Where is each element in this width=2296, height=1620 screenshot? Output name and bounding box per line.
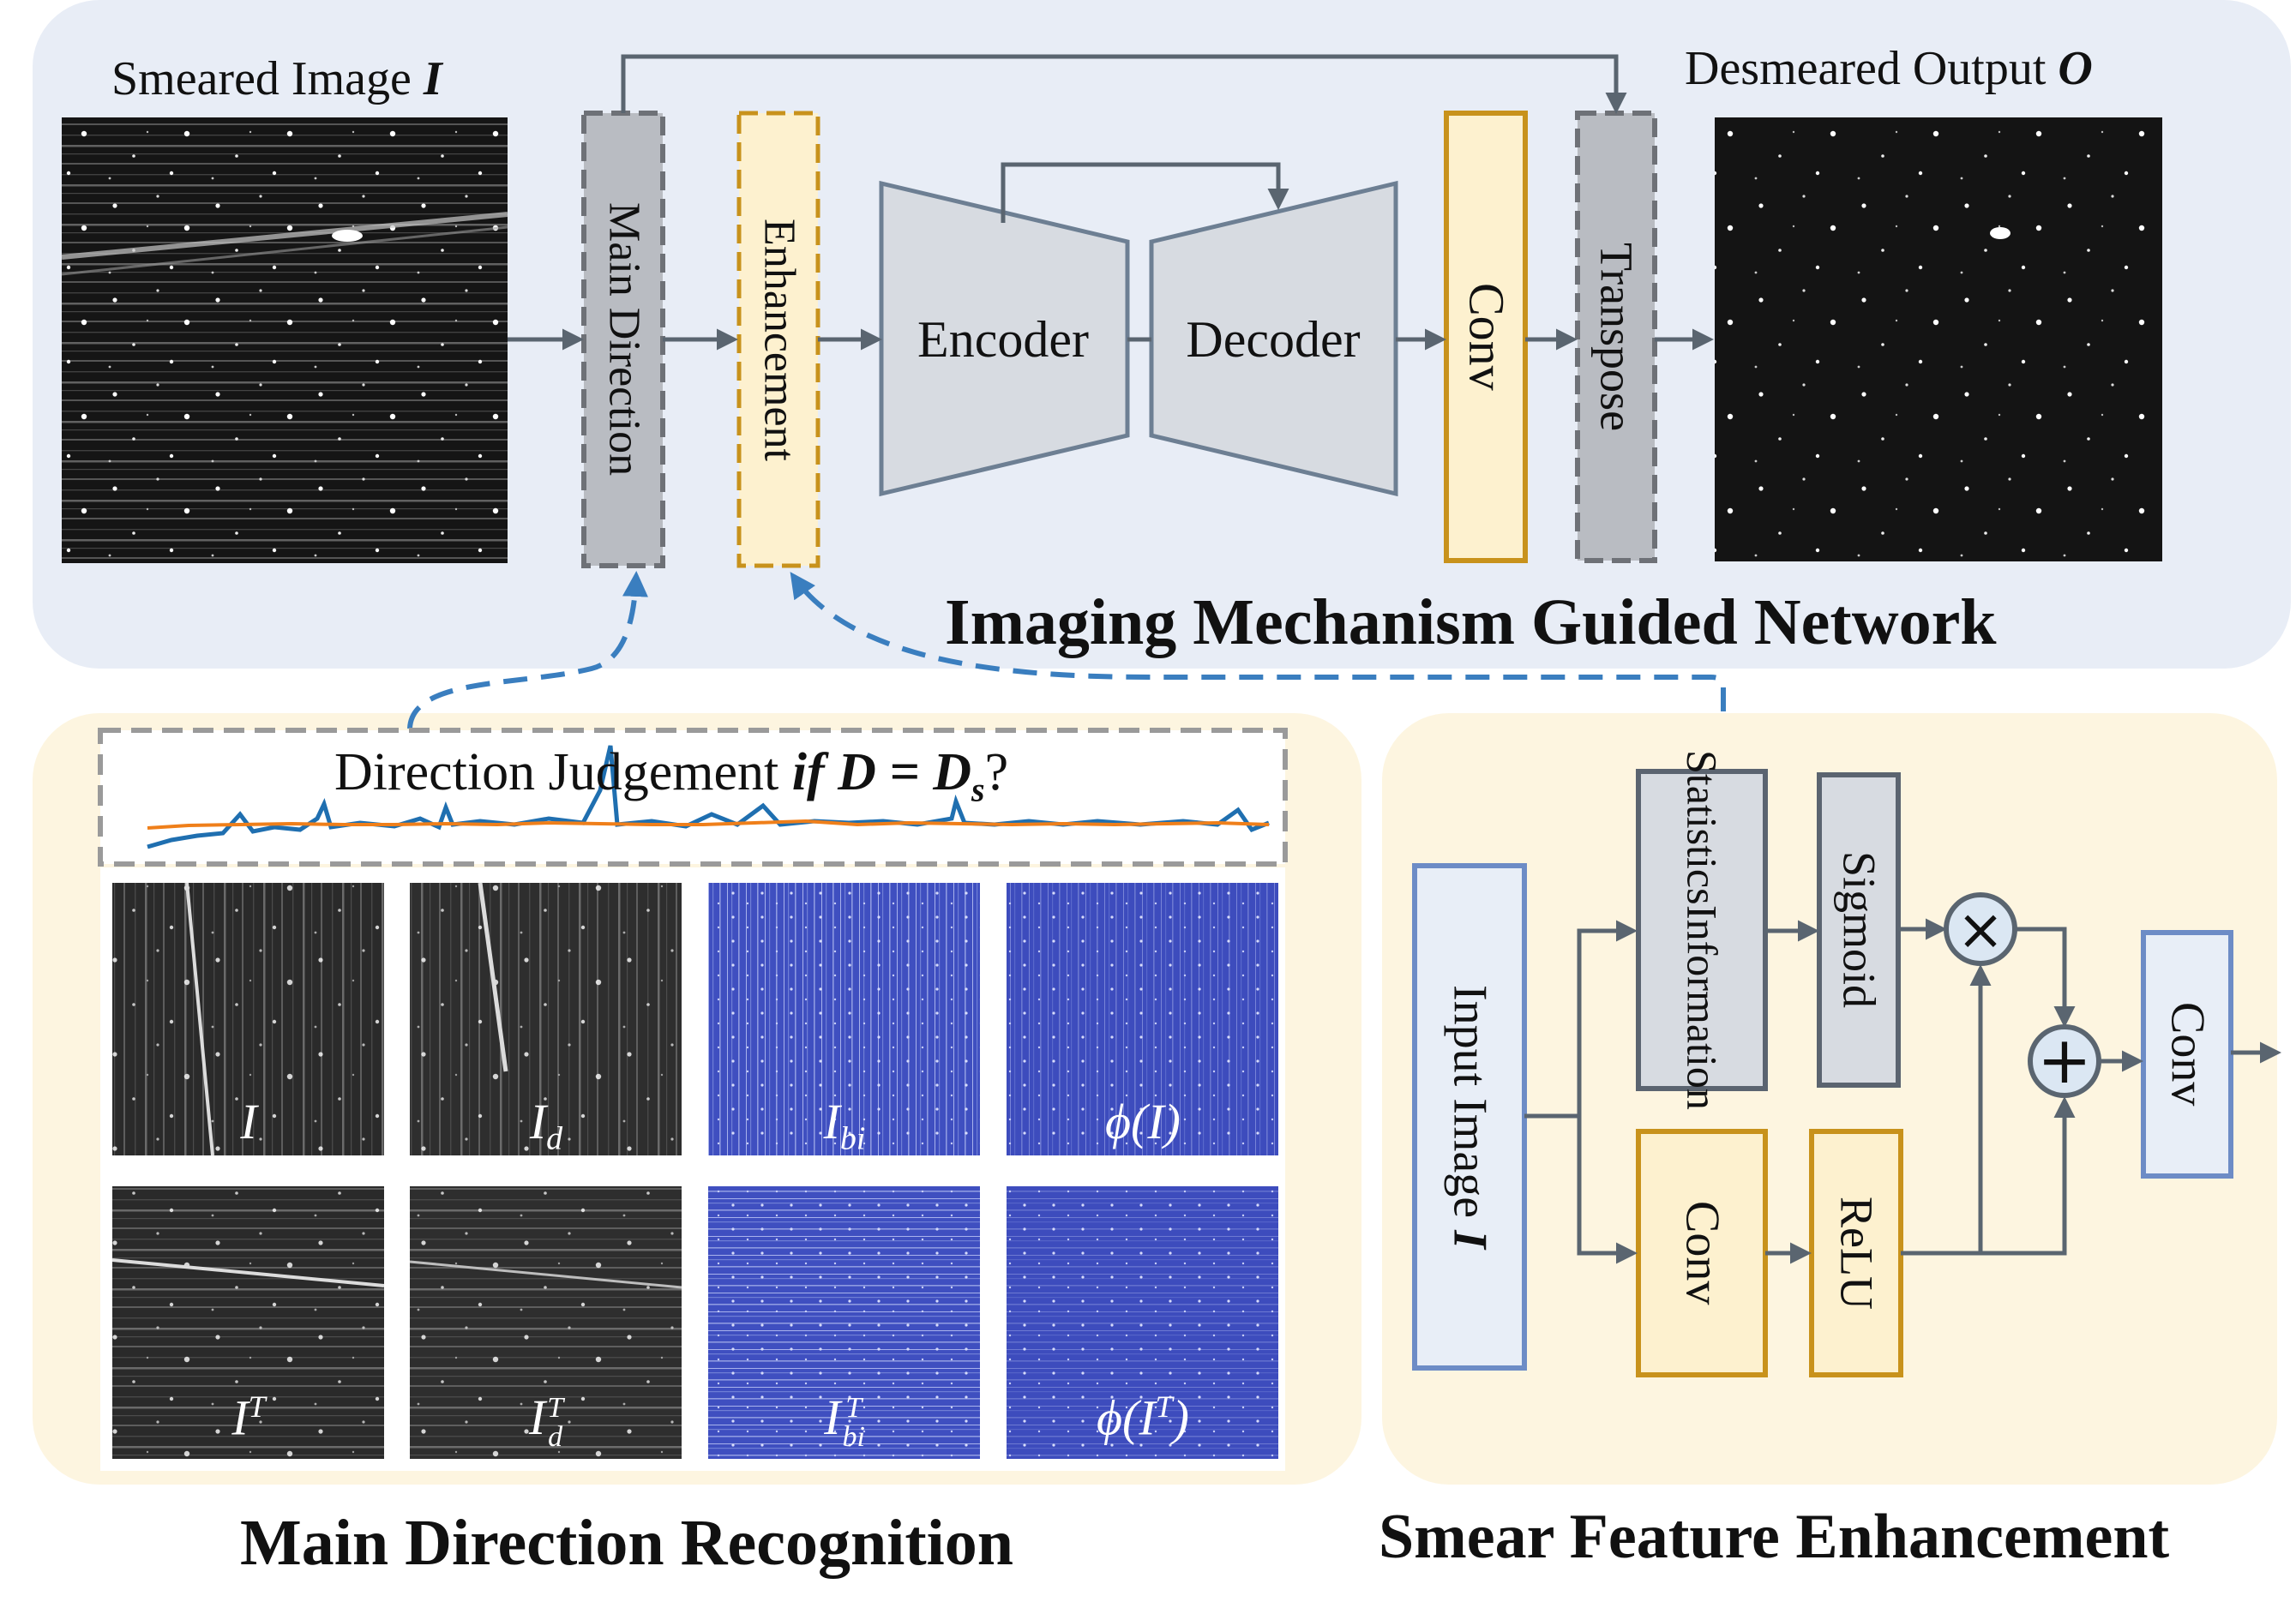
tile-label-I: I xyxy=(240,1094,257,1149)
tile-label-I-T: IT xyxy=(231,1389,266,1446)
sfe-panel xyxy=(1382,713,2277,1485)
tile-label-I-d: Id xyxy=(529,1094,563,1157)
transpose-label: Transpose xyxy=(1590,242,1643,432)
tile-label-phi-I: ϕ(I) xyxy=(1105,1094,1181,1149)
sfe-conv-label: Conv xyxy=(1675,1201,1729,1305)
network-flow-arrows xyxy=(508,54,1714,351)
output-image-label: Desmeared Output O xyxy=(1685,42,2093,95)
tile-phi-I-T xyxy=(1007,1186,1278,1459)
decoder-block xyxy=(1149,180,1398,497)
tile-I xyxy=(112,882,384,1156)
decoder-label: Decoder xyxy=(1186,310,1361,368)
conv-label: Conv xyxy=(1458,283,1515,391)
encoder-label: Encoder xyxy=(917,310,1089,368)
statistics-label: Statistics Information xyxy=(1678,750,1727,1110)
tile-phi-I xyxy=(1007,883,1278,1155)
input-image-label: Smeared Image I xyxy=(111,52,442,105)
relu-label: ReLU xyxy=(1830,1197,1883,1310)
tile-I-bi xyxy=(708,883,980,1155)
tile-label-phi-I-T: ϕ(IT) xyxy=(1096,1389,1189,1446)
network-title: Imaging Mechanism Guided Network xyxy=(945,586,1997,658)
judgement-signal-plot xyxy=(147,745,1270,849)
main-direction-label: Main Direction xyxy=(599,202,649,477)
sfe-out-conv-block xyxy=(2141,930,2233,1179)
add-symbol: + xyxy=(2037,1021,2092,1098)
sigmoid-label: Sigmoid xyxy=(1833,851,1885,1009)
tile-I-bi-T xyxy=(708,1186,980,1459)
tile-I-d xyxy=(410,882,682,1155)
judgement-box xyxy=(98,728,1288,867)
sfe-title: Smear Feature Enhancement xyxy=(1379,1502,2170,1572)
smeared-input-image xyxy=(61,117,508,563)
conv-block xyxy=(1444,111,1528,563)
tile-I-d-T xyxy=(409,1186,682,1459)
sfe-conv-block xyxy=(1636,1129,1768,1377)
transpose-block xyxy=(1575,111,1657,563)
tile-I-T xyxy=(111,1186,385,1459)
judgement-label: Direction Judgement if D = Ds? xyxy=(334,743,1009,809)
enhancement-label: Enhancement xyxy=(754,218,804,461)
tile-label-I-bi: Ibi xyxy=(823,1094,866,1157)
desmeared-output-image xyxy=(1715,117,2162,561)
guidance-arrows xyxy=(407,571,1726,729)
mdr-title: Main Direction Recognition xyxy=(240,1507,1014,1579)
encoder-block xyxy=(879,180,1130,497)
statistics-block xyxy=(1636,769,1768,1091)
sfe-input-label: Input Image I xyxy=(1443,985,1497,1249)
sfe-out-conv-label: Conv xyxy=(2161,1002,2215,1107)
sigmoid-block xyxy=(1817,772,1901,1088)
enhancement-block xyxy=(736,111,820,568)
multiply-symbol: × xyxy=(1956,896,2004,963)
sfe-flow-arrows xyxy=(1524,918,2281,1264)
